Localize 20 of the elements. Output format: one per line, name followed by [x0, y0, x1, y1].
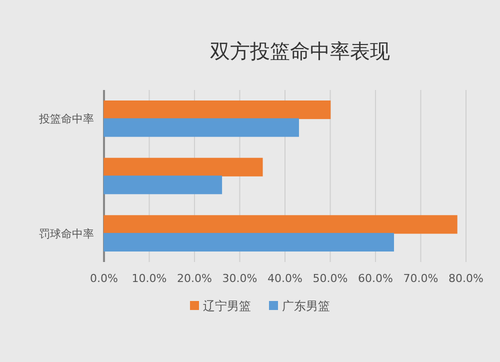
bar [104, 118, 299, 137]
x-tick-label: 10.0% [132, 272, 167, 285]
bar [104, 232, 394, 252]
x-tick-label: 0.0% [90, 272, 118, 285]
bar [104, 158, 263, 176]
bar [104, 100, 331, 120]
x-tick-label: 60.0% [358, 272, 393, 285]
legend-label: 广东男篮 [282, 299, 330, 313]
x-tick-label: 40.0% [268, 272, 302, 285]
bar [104, 176, 222, 194]
title: 双方投篮命中率表现 [210, 39, 390, 63]
x-tick-label: 80.0% [448, 272, 484, 285]
x-tick-label: 50.0% [312, 272, 348, 285]
y-tick-label: 投篮命中率 [38, 112, 94, 126]
x-tick-label: 30.0% [222, 272, 258, 285]
legend-label: 辽宁男篮 [203, 299, 251, 313]
x-tick-label: 70.0% [403, 272, 438, 285]
bar [104, 215, 458, 234]
y-tick-label: 罚球命中率 [39, 227, 94, 240]
x-tick-label: 20.0% [177, 272, 212, 285]
